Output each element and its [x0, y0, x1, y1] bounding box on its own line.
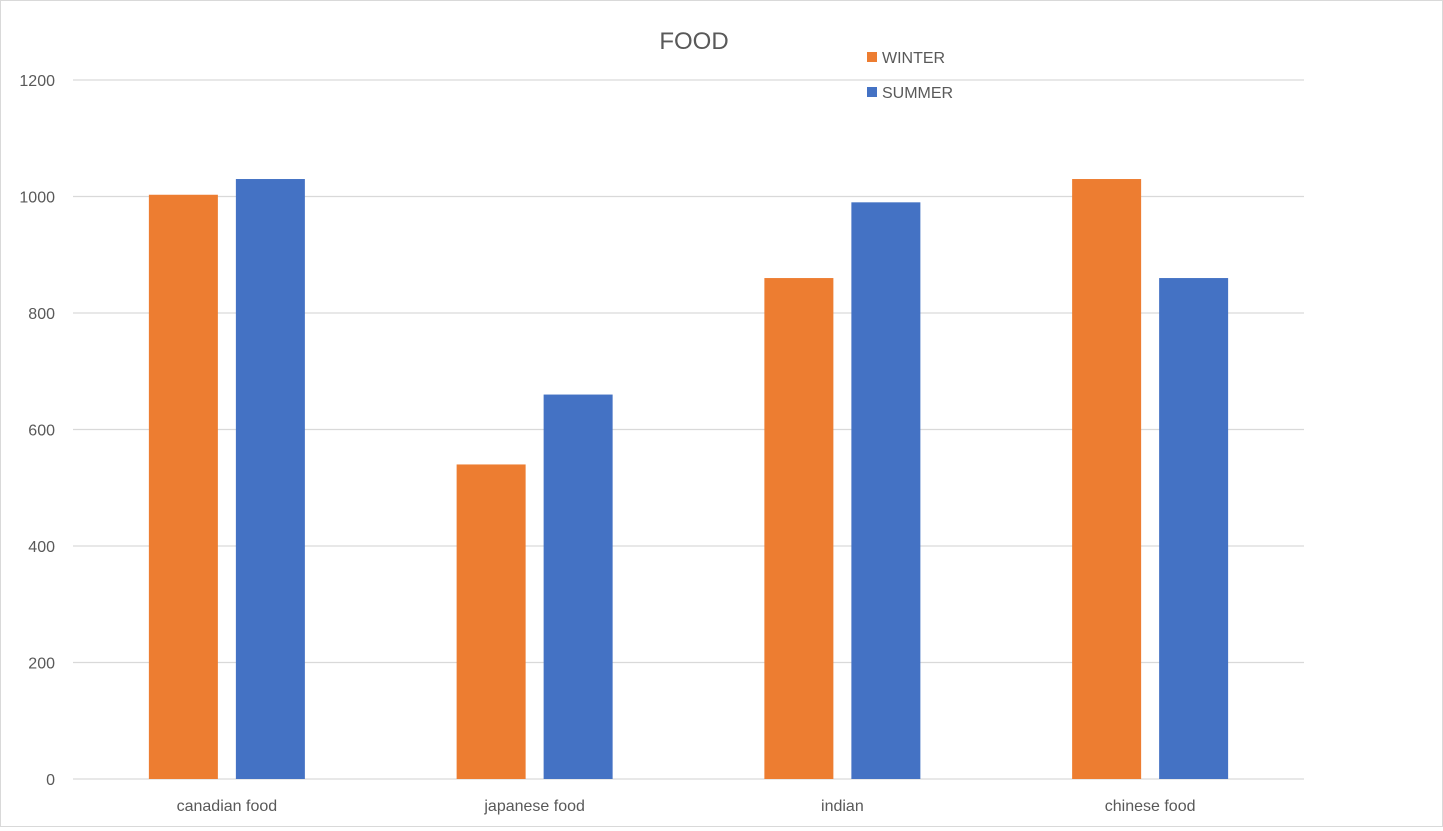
bar-winter-japanese-food — [456, 464, 526, 779]
x-tick-label: indian — [821, 798, 864, 815]
legend-label-winter: WINTER — [882, 50, 945, 67]
y-tick-label: 1200 — [19, 73, 55, 90]
legend-swatch-winter — [867, 52, 877, 62]
x-axis-ticks: canadian food japanese food indian chinese … — [177, 798, 1196, 815]
chart-title: FOOD — [659, 28, 728, 55]
legend: WINTER SUMMER — [867, 50, 953, 102]
bar-summer-chinese-food — [1159, 278, 1229, 779]
legend-label-summer: SUMMER — [882, 85, 953, 102]
bar-winter-canadian-food — [148, 194, 218, 779]
y-tick-label: 800 — [28, 306, 55, 323]
y-tick-label: 200 — [28, 656, 55, 673]
y-tick-label: 0 — [46, 772, 55, 789]
y-tick-label: 600 — [28, 423, 55, 440]
y-tick-label: 1000 — [19, 190, 55, 207]
bar-winter-indian — [764, 278, 834, 779]
x-tick-label: canadian food — [177, 798, 278, 815]
bar-summer-japanese-food — [543, 394, 613, 779]
y-axis-ticks: 0 200 400 600 800 1000 1200 — [19, 73, 55, 789]
y-tick-label: 400 — [28, 539, 55, 556]
legend-swatch-summer — [867, 87, 877, 97]
bar-winter-chinese-food — [1072, 179, 1142, 779]
bars — [148, 179, 1229, 779]
bar-summer-canadian-food — [235, 179, 305, 779]
x-tick-label: japanese food — [483, 798, 585, 815]
bar-summer-indian — [851, 202, 921, 779]
x-tick-label: chinese food — [1105, 798, 1196, 815]
